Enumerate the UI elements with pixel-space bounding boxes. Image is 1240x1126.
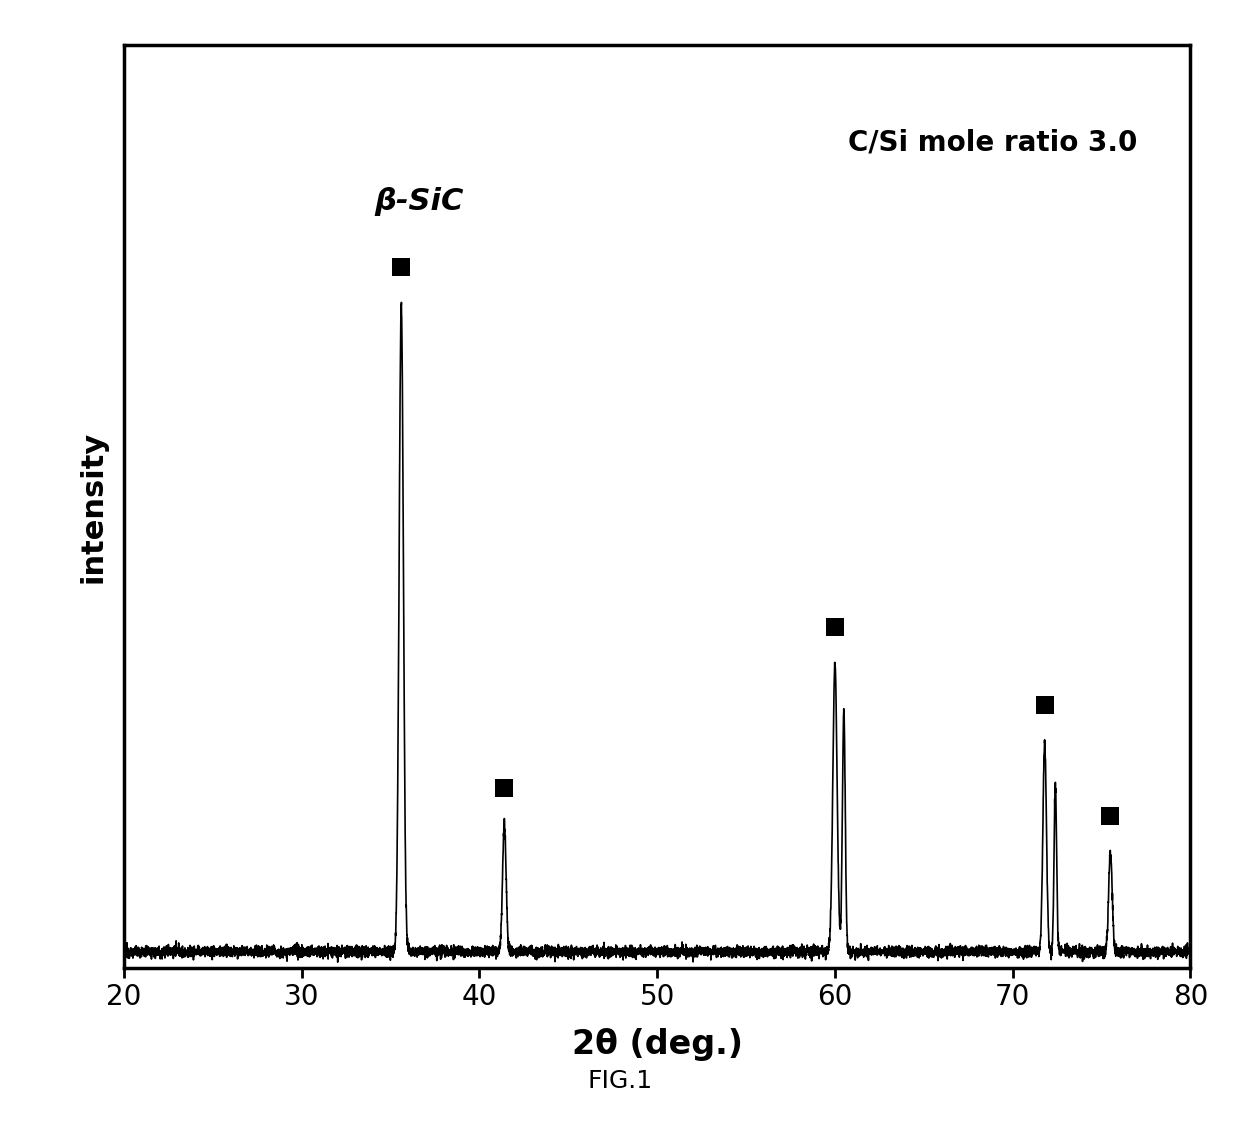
Point	[1034, 696, 1054, 714]
Text: β-SiC: β-SiC	[374, 187, 464, 216]
Point	[1100, 807, 1120, 825]
Point	[825, 618, 844, 636]
Text: FIG.1: FIG.1	[588, 1069, 652, 1093]
Point	[495, 779, 515, 797]
Point	[392, 258, 412, 276]
Text: C/Si mole ratio 3.0: C/Si mole ratio 3.0	[848, 128, 1137, 157]
Y-axis label: intensity: intensity	[78, 430, 108, 583]
X-axis label: 2θ (deg.): 2θ (deg.)	[572, 1028, 743, 1061]
